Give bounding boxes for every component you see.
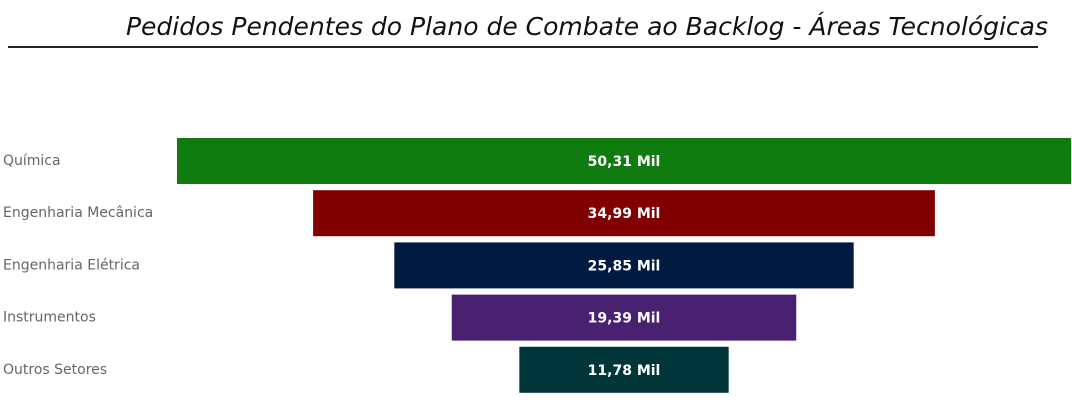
category-label: Instrumentos	[3, 310, 96, 326]
category-label: Outros Setores	[3, 362, 107, 378]
category-label: Química	[3, 153, 61, 169]
value-label: 11,78 Mil	[588, 363, 661, 379]
chart-title: Pedidos Pendentes do Plano de Combate ao…	[126, 12, 1048, 41]
category-label: Engenharia Elétrica	[3, 257, 140, 273]
value-label: 19,39 Mil	[588, 311, 661, 327]
value-label: 25,85 Mil	[588, 258, 661, 274]
category-label: Engenharia Mecânica	[3, 205, 153, 221]
value-label: 34,99 Mil	[588, 206, 661, 222]
value-label: 50,31 Mil	[588, 154, 661, 170]
